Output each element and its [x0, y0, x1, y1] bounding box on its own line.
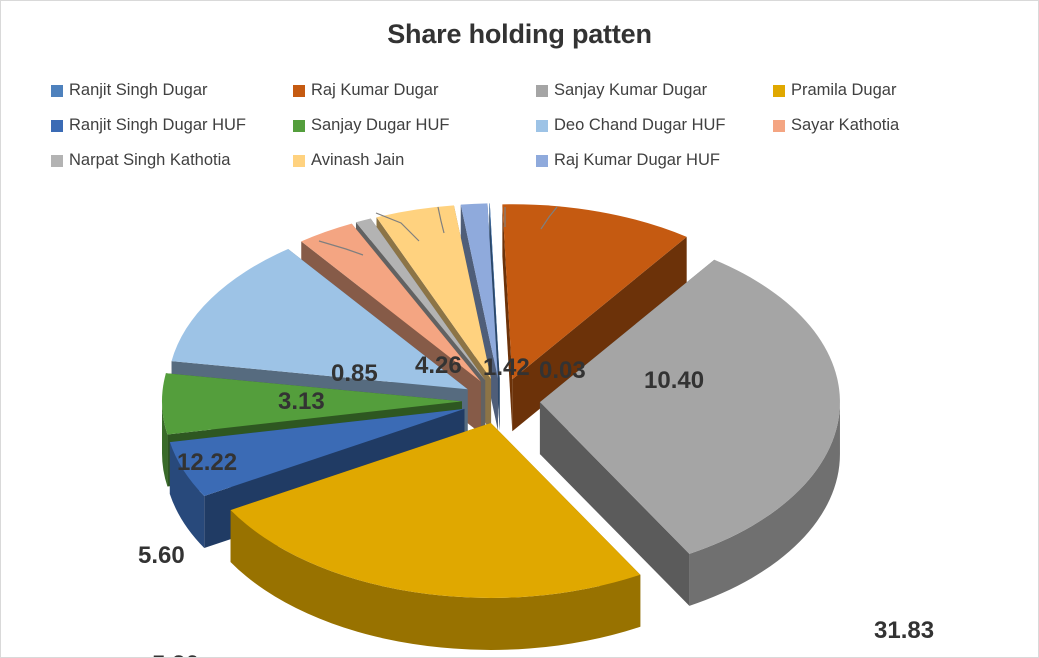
- pie-slice-side: [539, 402, 690, 606]
- legend-item-narpat-singh-kathotia[interactable]: Narpat Singh Kathotia: [51, 143, 293, 178]
- pie-data-label: 12.22: [177, 449, 238, 476]
- pie-slice[interactable]: Pramila Dugar: 25.01: [230, 422, 641, 598]
- legend-label: Avinash Jain: [311, 151, 405, 169]
- leader-line: [437, 206, 445, 234]
- pie-data-label: 10.40: [644, 367, 705, 394]
- pie-plot-area: Ranjit Singh Dugar: 0.03Raj Kumar Dugar …: [1, 171, 1039, 658]
- legend-swatch-icon: [51, 119, 63, 132]
- chart-title: Share holding patten: [387, 19, 652, 49]
- legend-swatch-icon: [293, 84, 305, 97]
- legend-label: Narpat Singh Kathotia: [69, 151, 231, 169]
- legend-swatch-icon: [773, 84, 785, 97]
- pie-slice[interactable]: Ranjit Singh Dugar: 0.03: [489, 203, 500, 379]
- legend-label: Raj Kumar Dugar HUF: [554, 151, 720, 169]
- leader-line: [540, 206, 558, 230]
- pie-slice-side: [169, 442, 205, 549]
- legend-label: Ranjit Singh Dugar HUF: [69, 116, 246, 134]
- legend-swatch-icon: [536, 154, 548, 167]
- legend-item-avinash-jain[interactable]: Avinash Jain: [293, 143, 536, 178]
- legend-item-raj-kumar-dugar-huf[interactable]: Raj Kumar Dugar HUF: [536, 143, 773, 178]
- pie-chart-graphic[interactable]: Ranjit Singh Dugar: 0.03Raj Kumar Dugar …: [1, 171, 1039, 658]
- legend-item-ranjit-singh-dugar[interactable]: Ranjit Singh Dugar: [51, 73, 293, 108]
- pie-data-label: 3.13: [278, 388, 325, 415]
- legend-swatch-icon: [536, 84, 548, 97]
- legend-item-sanjay-kumar-dugar[interactable]: Sanjay Kumar Dugar: [536, 73, 773, 108]
- legend-item-deo-chand-dugar-huf[interactable]: Deo Chand Dugar HUF: [536, 108, 773, 143]
- leader-lines: [318, 206, 558, 256]
- legend-swatch-icon: [51, 84, 63, 97]
- pie-slice-side: [502, 204, 513, 432]
- legend-swatch-icon: [51, 154, 63, 167]
- pie-slice-side: [162, 401, 168, 487]
- pie-data-label: 4.26: [415, 352, 462, 379]
- legend-item-raj-kumar-dugar[interactable]: Raj Kumar Dugar: [293, 73, 536, 108]
- legend-item-sayar-kathotia[interactable]: Sayar Kathotia: [773, 108, 991, 143]
- leader-line: [375, 212, 420, 242]
- pie-slice-side: [689, 402, 840, 606]
- pie-top-faces: Ranjit Singh Dugar: 0.03Raj Kumar Dugar …: [162, 203, 840, 598]
- leader-line: [318, 240, 364, 256]
- legend-label: Sanjay Dugar HUF: [311, 116, 450, 134]
- pie-slice[interactable]: Sanjay Kumar Dugar: 31.83: [539, 259, 840, 554]
- legend-label: Sayar Kathotia: [791, 116, 900, 134]
- legend-item-pramila-dugar[interactable]: Pramila Dugar: [773, 73, 991, 108]
- legend-swatch-icon: [536, 119, 548, 132]
- legend-label: Ranjit Singh Dugar: [69, 81, 208, 99]
- legend-swatch-icon: [773, 119, 785, 132]
- pie-data-label: 0.85: [331, 360, 378, 387]
- pie-slice[interactable]: Narpat Singh Kathotia: 0.85: [355, 218, 486, 381]
- legend-item-sanjay-dugar-huf[interactable]: Sanjay Dugar HUF: [293, 108, 536, 143]
- pie-slice[interactable]: Ranjit Singh Dugar HUF: 5.26: [169, 408, 465, 497]
- pie-slice-side: [512, 236, 687, 432]
- legend-row: Narpat Singh Kathotia Avinash Jain Raj K…: [51, 143, 991, 178]
- legend-swatch-icon: [293, 119, 305, 132]
- legend-row: Ranjit Singh Dugar HUF Sanjay Dugar HUF …: [51, 108, 991, 143]
- legend-item-ranjit-singh-dugar-huf[interactable]: Ranjit Singh Dugar HUF: [51, 108, 293, 143]
- pie-slice[interactable]: Raj Kumar Dugar HUF: 1.42: [460, 203, 498, 379]
- legend-row: Ranjit Singh Dugar Raj Kumar Dugar Sanja…: [51, 73, 991, 108]
- pie-slice[interactable]: Avinash Jain: 4.26: [376, 205, 492, 380]
- legend-swatch-icon: [293, 154, 305, 167]
- legend-label: Pramila Dugar: [791, 81, 897, 99]
- pie-slice[interactable]: Raj Kumar Dugar: 10.4: [502, 204, 687, 380]
- pie-data-label: 5.26: [152, 651, 199, 657]
- legend-label: Raj Kumar Dugar: [311, 81, 439, 99]
- pie-slice[interactable]: Sanjay Dugar HUF: 5.6: [162, 373, 463, 435]
- legend-label: Deo Chand Dugar HUF: [554, 116, 726, 134]
- pie-data-label: 0.03: [539, 357, 586, 384]
- pie-data-label: 31.83: [874, 617, 935, 644]
- pie-data-label: 1.42: [483, 354, 530, 381]
- pie-slice[interactable]: Sayar Kathotia: 3.13: [301, 223, 481, 382]
- pie-data-label: 5.60: [138, 542, 185, 569]
- chart-legend: Ranjit Singh Dugar Raj Kumar Dugar Sanja…: [51, 73, 991, 178]
- pie-slice[interactable]: Deo Chand Dugar HUF: 12.22: [171, 249, 468, 390]
- legend-label: Sanjay Kumar Dugar: [554, 81, 708, 99]
- pie-slice-side: [230, 510, 641, 650]
